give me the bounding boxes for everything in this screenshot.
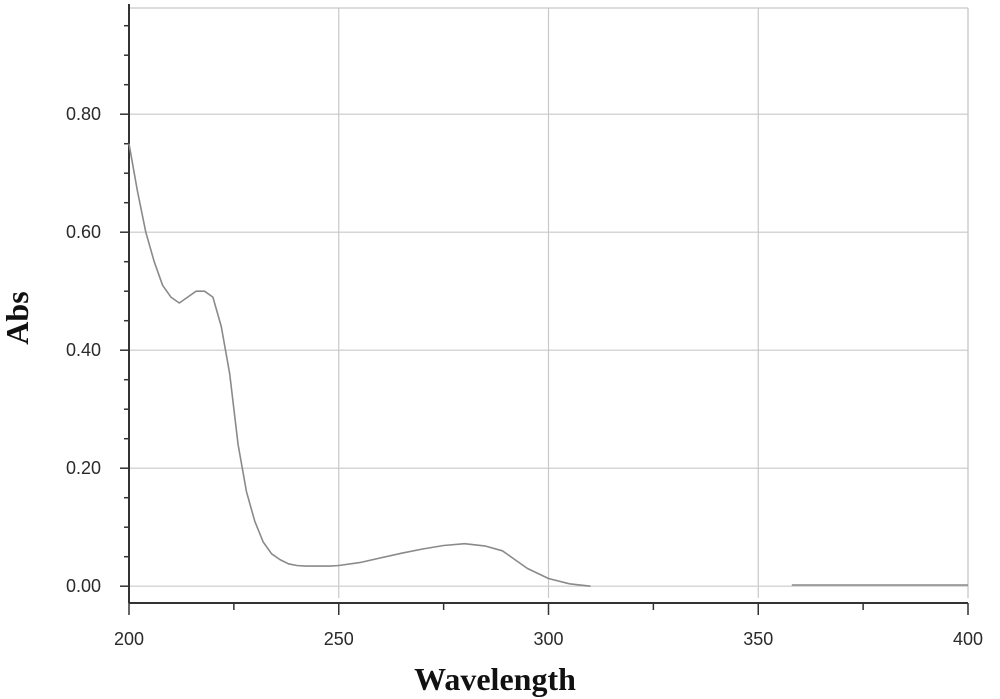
series-group	[128, 143, 968, 587]
x-tick-label-4: 400	[953, 629, 983, 649]
x-tick-labels: 200 250 300 350 400	[114, 629, 983, 649]
axis-ticks	[120, 24, 969, 615]
x-tick-label-0: 200	[114, 629, 144, 649]
x-tick-label-3: 350	[743, 629, 773, 649]
x-tick-label-1: 250	[324, 629, 354, 649]
series-line-0	[128, 143, 591, 587]
y-tick-label-3: 0.60	[66, 222, 101, 242]
y-axis-title: Abs	[0, 291, 35, 344]
y-tick-label-4: 0.80	[66, 104, 101, 124]
x-tick-label-2: 300	[533, 629, 563, 649]
y-tick-label-0: 0.00	[66, 576, 101, 596]
y-tick-labels: 0.00 0.20 0.40 0.60 0.80	[66, 104, 101, 596]
y-tick-label-2: 0.40	[66, 340, 101, 360]
x-axis-title: Wavelength	[414, 661, 576, 697]
grid	[129, 8, 969, 598]
y-tick-label-1: 0.20	[66, 458, 101, 478]
